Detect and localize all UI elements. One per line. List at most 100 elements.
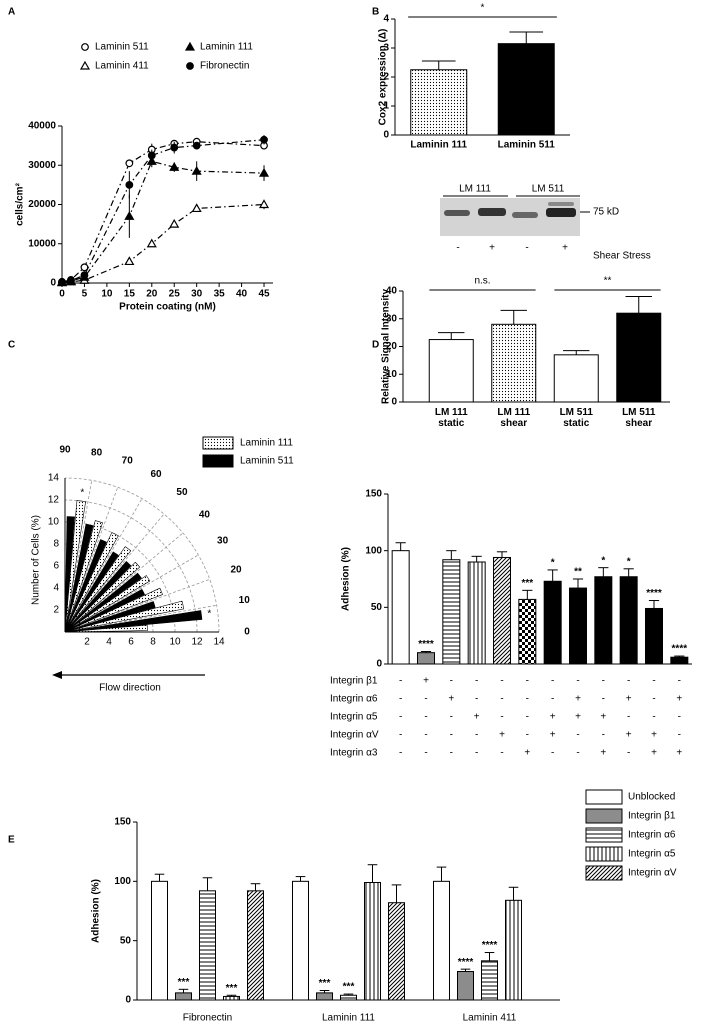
y-axis-label: Number of Cells (%) bbox=[31, 515, 42, 605]
significance-label: * bbox=[551, 558, 555, 569]
significance-label: *** bbox=[178, 977, 190, 988]
y-tick-label: 100 bbox=[365, 545, 382, 556]
bar bbox=[491, 323, 537, 403]
matrix-cell: + bbox=[474, 712, 480, 723]
matrix-cell: + bbox=[550, 730, 556, 741]
legend-label: Integrin αV bbox=[628, 868, 677, 879]
polar-bar bbox=[64, 551, 119, 633]
matrix-cell: - bbox=[551, 748, 554, 759]
legend-marker bbox=[184, 41, 196, 51]
matrix-cell: + bbox=[448, 694, 454, 705]
x-tick-label: 45 bbox=[258, 289, 270, 300]
grid-arc bbox=[64, 477, 220, 633]
matrix-cell: + bbox=[550, 712, 556, 723]
matrix-cell: + bbox=[575, 712, 581, 723]
matrix-row-label: Integrin αV bbox=[330, 730, 379, 741]
y-axis-label: Adhesion (%) bbox=[341, 547, 352, 611]
polar-bar bbox=[64, 600, 185, 633]
matrix-cell: - bbox=[424, 712, 427, 723]
bar bbox=[417, 652, 435, 665]
angle-tick-label: 60 bbox=[150, 469, 162, 480]
bar bbox=[645, 607, 663, 665]
x-tick-label: Laminin 111 bbox=[322, 1013, 375, 1024]
matrix-cell: - bbox=[450, 748, 453, 759]
marker bbox=[170, 143, 179, 152]
polar-bar bbox=[64, 575, 151, 633]
significance-label: * bbox=[207, 609, 211, 620]
r-tick-label: 6 bbox=[128, 637, 134, 648]
legend-marker bbox=[79, 60, 91, 70]
r-tick-label: 12 bbox=[191, 637, 203, 648]
series-line bbox=[61, 141, 265, 283]
x-tick-label: Laminin 511 bbox=[498, 140, 556, 151]
bar bbox=[388, 902, 405, 1001]
matrix-cell: + bbox=[575, 694, 581, 705]
y-tick-label: 2 bbox=[383, 72, 389, 83]
y-tick-label: 20000 bbox=[28, 199, 56, 210]
marker bbox=[169, 162, 180, 171]
polar-bar bbox=[64, 532, 119, 633]
matrix-cell: + bbox=[676, 748, 682, 759]
x-tick-label: Fibronectin bbox=[183, 1013, 232, 1024]
legend-swatch bbox=[585, 865, 623, 881]
bar bbox=[340, 994, 357, 1001]
marker bbox=[260, 135, 268, 144]
legend-swatch bbox=[585, 827, 623, 843]
bar bbox=[247, 890, 264, 1001]
grid-spoke bbox=[64, 532, 184, 633]
matrix-cell: - bbox=[500, 694, 503, 705]
matrix-cell: + bbox=[423, 676, 429, 687]
matrix-cell: + bbox=[524, 748, 530, 759]
matrix-cell: - bbox=[500, 712, 503, 723]
polar-bar bbox=[64, 520, 103, 633]
matrix-row-label: Integrin α3 bbox=[330, 748, 378, 759]
legend-label: Laminin 511 bbox=[240, 456, 294, 467]
bar bbox=[497, 43, 555, 136]
bar bbox=[175, 992, 192, 1001]
r-tick-label: 10 bbox=[169, 637, 181, 648]
polar-bar bbox=[64, 601, 156, 633]
y-tick-label: 1 bbox=[383, 101, 389, 112]
polar-bar bbox=[64, 587, 163, 633]
y-tick-label: 0 bbox=[376, 659, 382, 670]
x-tick-label: 5 bbox=[82, 289, 88, 300]
r-tick-label: 2 bbox=[53, 605, 59, 616]
blot-lane: LM 511 bbox=[532, 184, 565, 195]
series-line bbox=[61, 203, 265, 284]
bar bbox=[151, 880, 168, 1001]
matrix-cell: - bbox=[399, 730, 402, 741]
matrix-cell: - bbox=[627, 748, 630, 759]
bar bbox=[569, 587, 587, 665]
matrix-cell: + bbox=[600, 748, 606, 759]
legend-swatch bbox=[202, 454, 234, 468]
matrix-cell: - bbox=[576, 730, 579, 741]
polar-bar bbox=[64, 500, 86, 633]
significance-label: **** bbox=[458, 957, 474, 968]
matrix-cell: - bbox=[399, 712, 402, 723]
blot-treatment-label: Shear Stress bbox=[593, 251, 651, 262]
r-tick-label: 10 bbox=[48, 517, 60, 528]
y-tick-label: 4 bbox=[383, 14, 389, 25]
significance-label: **** bbox=[418, 639, 434, 650]
x-tick-label: 0 bbox=[59, 289, 65, 300]
matrix-cell: - bbox=[399, 694, 402, 705]
matrix-row-label: Integrin α6 bbox=[330, 694, 378, 705]
polar-bar bbox=[64, 588, 146, 633]
x-tick-label: 15 bbox=[124, 289, 136, 300]
matrix-cell: + bbox=[499, 730, 505, 741]
matrix-cell: - bbox=[424, 694, 427, 705]
blot-treatment: - bbox=[456, 243, 459, 254]
bar bbox=[457, 971, 474, 1001]
matrix-cell: - bbox=[424, 748, 427, 759]
angle-tick-label: 80 bbox=[91, 447, 103, 458]
x-tick-label: 20 bbox=[146, 289, 158, 300]
marker bbox=[191, 203, 202, 213]
matrix-cell: - bbox=[526, 730, 529, 741]
polar-bar bbox=[64, 523, 94, 633]
significance-label: * bbox=[481, 3, 485, 14]
significance-label: *** bbox=[319, 978, 331, 989]
y-axis-label: Adhesion (%) bbox=[91, 879, 102, 943]
x-tick-label: LM 111 shear bbox=[497, 407, 530, 429]
matrix-cell: - bbox=[500, 748, 503, 759]
x-tick-label: 35 bbox=[214, 289, 226, 300]
